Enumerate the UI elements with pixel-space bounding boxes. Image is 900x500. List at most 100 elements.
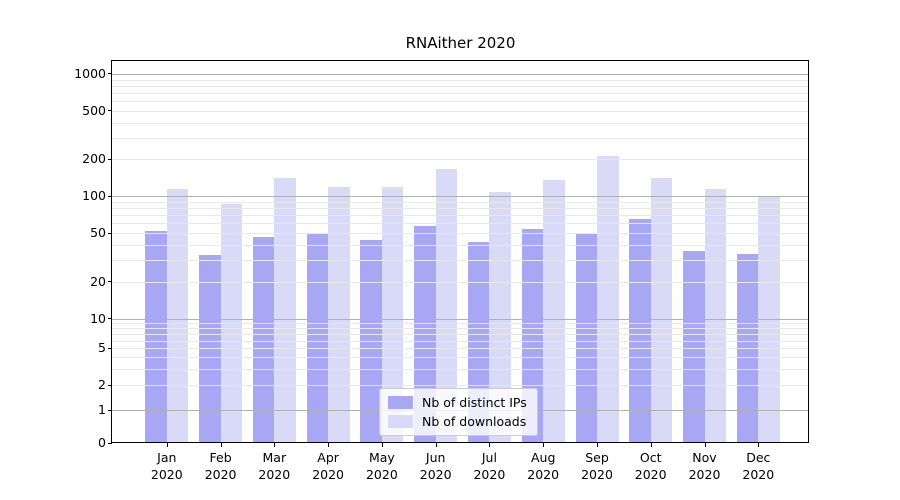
minor-gridline <box>112 328 809 330</box>
x-tick <box>650 443 652 447</box>
y-tick <box>108 384 112 386</box>
y-tick <box>108 195 112 197</box>
minor-gridline <box>112 357 809 359</box>
minor-gridline <box>112 215 809 217</box>
y-tick <box>108 232 112 234</box>
y-tick-label: 2 <box>98 377 106 392</box>
x-tick-label: May 2020 <box>365 450 398 482</box>
y-tick <box>108 347 112 349</box>
bar-downloads <box>166 188 189 443</box>
x-tick <box>489 443 491 447</box>
legend-item-distinct-ips: Nb of distinct IPs <box>388 395 527 410</box>
x-tick <box>435 443 437 447</box>
minor-gridline <box>112 137 809 139</box>
legend-swatch-downloads <box>388 415 413 428</box>
bar-distinct-ips <box>145 230 167 443</box>
x-tick-label: Apr 2020 <box>312 450 344 482</box>
minor-gridline <box>112 85 809 87</box>
legend-item-downloads: Nb of downloads <box>388 414 527 429</box>
bar-downloads <box>704 188 726 443</box>
minor-gridline <box>112 368 809 370</box>
bar-downloads <box>650 178 673 443</box>
minor-gridline <box>112 233 809 234</box>
major-gridline <box>112 73 809 75</box>
x-tick-label: Jul 2020 <box>473 450 506 482</box>
chart-title: RNAither 2020 <box>405 34 516 52</box>
x-tick-label: Feb 2020 <box>204 450 237 482</box>
y-tick-label: 200 <box>82 151 106 167</box>
x-tick-label: Mar 2020 <box>258 450 291 482</box>
x-tick <box>166 443 168 447</box>
bar-distinct-ips <box>629 219 651 443</box>
bar-downloads <box>435 169 458 443</box>
x-tick <box>220 443 222 447</box>
minor-gridline <box>112 122 809 124</box>
minor-gridline <box>112 333 809 335</box>
y-tick-label: 20 <box>90 273 106 289</box>
y-tick-label: 5 <box>98 340 106 356</box>
x-tick <box>758 443 760 447</box>
y-tick <box>108 281 112 283</box>
y-tick <box>108 73 112 75</box>
minor-gridline <box>112 201 809 203</box>
minor-gridline <box>112 281 809 283</box>
bar-downloads <box>328 187 350 443</box>
legend-swatch-distinct-ips <box>388 396 413 409</box>
y-tick-label: 10 <box>90 310 106 326</box>
x-tick <box>543 443 545 447</box>
minor-gridline <box>112 208 809 210</box>
legend-label-downloads: Nb of downloads <box>422 414 527 429</box>
x-tick <box>274 443 276 447</box>
y-tick <box>108 318 112 319</box>
bar-distinct-ips <box>252 237 275 443</box>
y-tick <box>108 409 112 411</box>
minor-gridline <box>112 79 809 81</box>
major-gridline <box>112 318 809 320</box>
minor-gridline <box>112 101 809 102</box>
bar-distinct-ips <box>306 233 329 443</box>
minor-gridline <box>112 159 809 161</box>
x-tick <box>704 443 706 447</box>
minor-gridline <box>112 385 809 386</box>
x-tick <box>381 443 383 447</box>
x-tick-label: Sep 2020 <box>581 450 613 482</box>
x-tick <box>597 443 598 447</box>
y-tick-label: 500 <box>82 102 106 118</box>
minor-gridline <box>112 348 809 350</box>
major-gridline <box>112 196 809 198</box>
bar-downloads <box>381 187 404 443</box>
y-tick <box>108 158 112 160</box>
bar-downloads <box>274 178 296 443</box>
x-tick-label: Dec 2020 <box>742 450 775 482</box>
x-tick-label: Jan 2020 <box>150 450 183 482</box>
bar-downloads <box>543 179 565 443</box>
bar-distinct-ips <box>575 234 597 443</box>
y-tick-label: 1000 <box>74 65 106 81</box>
minor-gridline <box>112 340 809 342</box>
x-tick <box>328 443 330 447</box>
y-tick <box>108 442 112 444</box>
bar-downloads <box>758 196 780 443</box>
y-tick-label: 50 <box>90 225 106 240</box>
minor-gridline <box>112 110 809 112</box>
minor-gridline <box>112 92 809 94</box>
minor-gridline <box>112 323 809 324</box>
y-tick-label: 100 <box>82 188 106 204</box>
bar-downloads <box>489 192 511 443</box>
y-tick <box>108 110 112 112</box>
bar-distinct-ips <box>683 250 705 443</box>
x-tick-label: Nov 2020 <box>688 450 721 482</box>
minor-gridline <box>112 223 809 225</box>
y-tick-label: 1 <box>98 402 106 417</box>
x-tick-label: Oct 2020 <box>634 450 667 482</box>
minor-gridline <box>112 260 809 262</box>
legend-label-distinct-ips: Nb of distinct IPs <box>422 395 527 410</box>
bar-downloads <box>597 156 619 443</box>
x-tick-label: Jun 2020 <box>419 450 452 482</box>
legend: Nb of distinct IPs Nb of downloads <box>379 388 538 436</box>
x-tick-label: Aug 2020 <box>527 450 560 482</box>
y-tick-label: 0 <box>98 435 106 450</box>
bar-distinct-ips <box>736 253 759 443</box>
minor-gridline <box>112 244 809 246</box>
